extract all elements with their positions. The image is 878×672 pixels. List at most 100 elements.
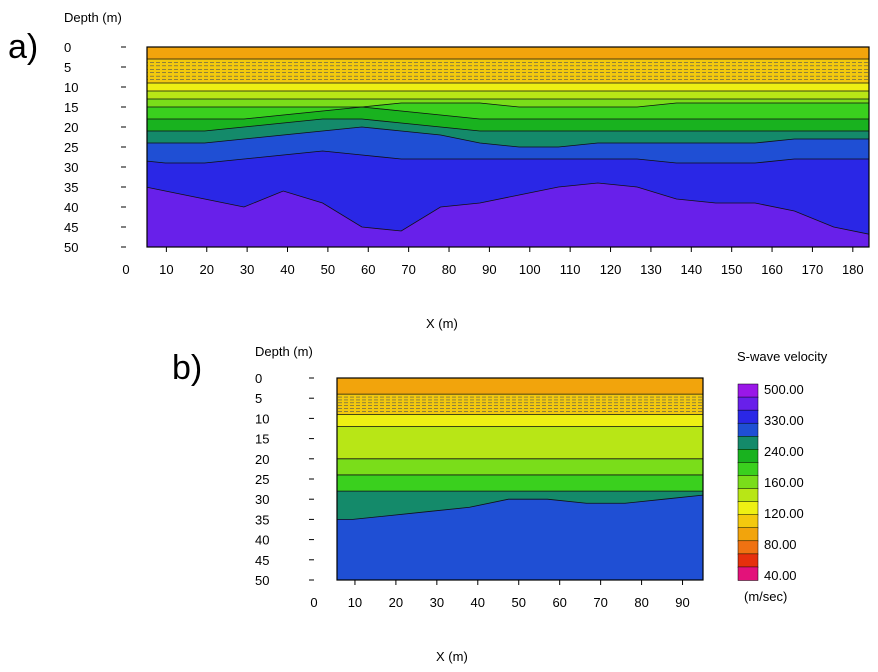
panel-b-ticks: 0 10 20 30 40 50 60 70 80 90 0 5 10 15 20 25 30 35 40 45 50 (255, 371, 690, 610)
panel-a-contour-line (147, 118, 869, 132)
panel-b-x-tick-label: 90 (675, 595, 689, 610)
panel-b-velocity-layer (337, 426, 703, 460)
panel-a-x-tick-label: 110 (560, 262, 581, 277)
panel-a-y-tick-label: 20 (64, 120, 78, 135)
panel-b-y-tick-label: 10 (255, 411, 269, 426)
panel-b-x-tick-label: 20 (389, 595, 403, 610)
panel-b-frame (336, 377, 704, 581)
colorbar-label: 240.00 (764, 444, 804, 459)
colorbar-swatch (737, 501, 759, 516)
colorbar-label: 120.00 (764, 506, 804, 521)
panel-a-velocity-layer (147, 47, 869, 60)
colorbar-swatch (737, 383, 759, 398)
panel-b-ylabel: Depth (m) (255, 344, 313, 359)
panel-a-label: a) (8, 28, 38, 66)
panel-b-y-tick-label: 0 (255, 371, 262, 386)
panel-b-velocity-layer (337, 414, 703, 427)
panel-a-x-tick-label: 70 (401, 262, 415, 277)
panel-a-x-tick-label: 180 (842, 262, 864, 277)
panel-b-x-tick-label: 80 (634, 595, 648, 610)
panel-b-velocity-layer (337, 458, 703, 476)
colorbar-swatch (737, 475, 759, 490)
panel-a-y-tick-label: 45 (64, 220, 78, 235)
colorbar-label: 500.00 (764, 382, 804, 397)
panel-a-x-tick-label: 140 (680, 262, 702, 277)
panel-a-contour-line (147, 106, 869, 120)
panel-a-x-tick-label: 130 (640, 262, 662, 277)
colorbar-title: S-wave velocity (737, 349, 828, 364)
panel-a-x-tick-label: 150 (721, 262, 743, 277)
panel-a-y-tick-label: 5 (64, 60, 71, 75)
panel-b-velocity-layer (337, 474, 703, 492)
colorbar-swatch (737, 462, 759, 477)
panel-a-x-tick-label: 0 (122, 262, 129, 277)
panel-a-x-tick-label: 100 (519, 262, 541, 277)
panel-a-frame (146, 46, 870, 248)
panel-a-x-tick-label: 60 (361, 262, 375, 277)
panel-a-ticks: 0 10 20 30 40 50 60 70 80 90 100 110 120 130 140 150 160… (64, 40, 864, 277)
panel-a-y-tick-label: 35 (64, 180, 78, 195)
panel-a-y-tick-label: 40 (64, 200, 78, 215)
panel-b-contour-line (337, 494, 703, 520)
panel-b-label: b) (172, 349, 202, 387)
panel-a-y-tick-label: 30 (64, 160, 78, 175)
colorbar-unit: (m/sec) (744, 589, 787, 604)
panel-a-ylabel: Depth (m) (64, 10, 122, 25)
colorbar-swatch (737, 488, 759, 503)
panel-b-y-tick-label: 35 (255, 512, 269, 527)
colorbar-swatch (737, 436, 759, 451)
panel-a-y-tick-label: 50 (64, 240, 78, 255)
colorbar-swatch (737, 566, 759, 581)
panel-b-y-tick-label: 45 (255, 553, 269, 568)
colorbar-swatch (737, 527, 759, 542)
panel-b-plot (337, 378, 703, 580)
colorbar-swatch (737, 553, 759, 568)
panel-a-velocity-layer (147, 82, 869, 92)
panel-a-x-tick-label: 120 (600, 262, 622, 277)
colorbar: 500.00 330.00 240.00 160.00 120.00 80.00 40.00 (737, 382, 804, 583)
panel-b-x-tick-label: 50 (512, 595, 526, 610)
panel-a-contour-line (147, 182, 869, 235)
panel-a-velocity-layer (147, 90, 869, 100)
colorbar-swatch (737, 409, 759, 424)
panel-b-xlabel: X (m) (436, 649, 468, 664)
panel-b-y-tick-label: 15 (255, 432, 269, 447)
panel-a-x-tick-label: 170 (802, 262, 824, 277)
panel-b-y-tick-label: 30 (255, 492, 269, 507)
panel-b-y-tick-label: 25 (255, 472, 269, 487)
panel-a-x-tick-label: 10 (159, 262, 173, 277)
panel-b-x-tick-label: 60 (552, 595, 566, 610)
colorbar-label: 330.00 (764, 413, 804, 428)
colorbar-swatch (737, 514, 759, 529)
panel-b-velocity-layer (337, 378, 703, 395)
panel-a-x-tick-label: 90 (482, 262, 496, 277)
panel-b-x-tick-label: 30 (430, 595, 444, 610)
panel-a-x-tick-label: 50 (321, 262, 335, 277)
panel-a-x-tick-label: 20 (200, 262, 214, 277)
panel-b-x-tick-label: 70 (593, 595, 607, 610)
panel-b-y-tick-label: 20 (255, 452, 269, 467)
colorbar-swatch (737, 396, 759, 411)
panel-a-contour-line (147, 126, 869, 148)
panel-b-y-tick-label: 5 (255, 391, 262, 406)
panel-a-y-tick-label: 25 (64, 140, 78, 155)
panel-a-y-tick-label: 15 (64, 100, 78, 115)
colorbar-label: 80.00 (764, 537, 797, 552)
colorbar-swatch (737, 422, 759, 438)
panel-b-x-tick-label: 0 (310, 595, 317, 610)
panel-a-x-tick-label: 30 (240, 262, 254, 277)
panel-b-y-tick-label: 50 (255, 573, 269, 588)
panel-a-y-tick-label: 0 (64, 40, 71, 55)
panel-a-y-tick-label: 10 (64, 80, 78, 95)
panel-a-contour-line (147, 102, 869, 108)
panel-a-xlabel: X (m) (426, 316, 458, 331)
panel-a-plot (147, 47, 869, 247)
colorbar-label: 40.00 (764, 568, 797, 583)
panel-a-x-tick-label: 160 (761, 262, 783, 277)
colorbar-label: 160.00 (764, 475, 804, 490)
panel-b-y-tick-label: 40 (255, 533, 269, 548)
panel-a-contour-line (147, 150, 869, 164)
panel-a-x-tick-label: 80 (442, 262, 456, 277)
panel-b-x-tick-label: 40 (471, 595, 485, 610)
